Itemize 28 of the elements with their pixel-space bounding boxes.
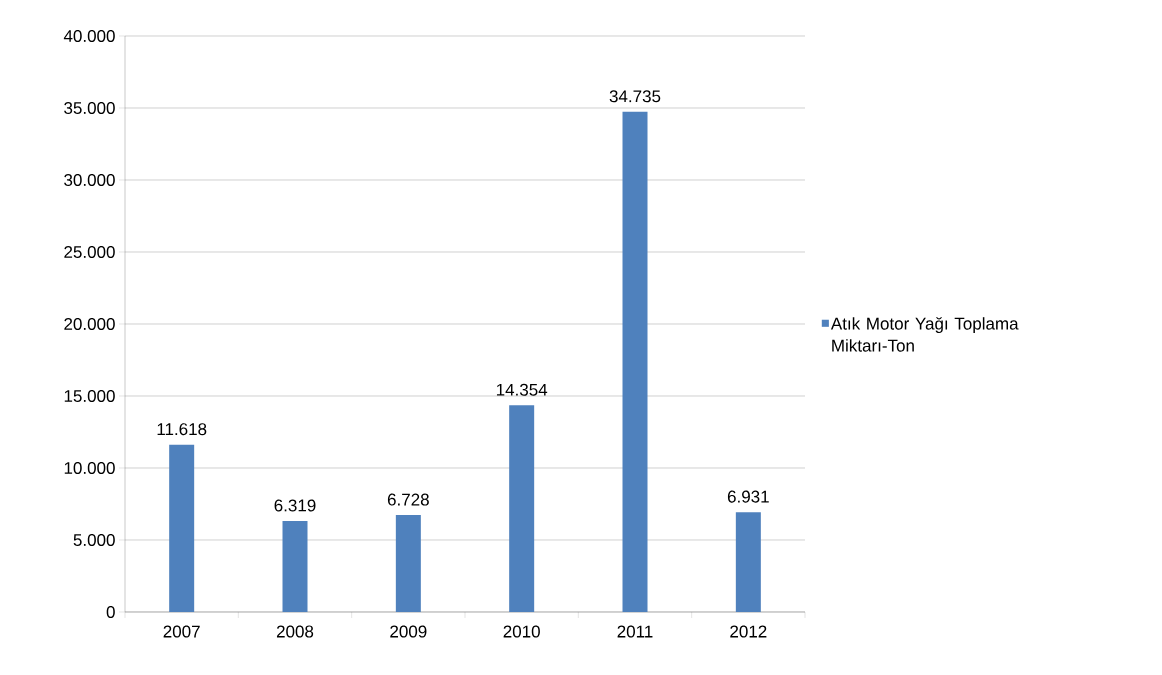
x-tick-label: 2012	[730, 625, 767, 638]
data-label: 11.618	[157, 423, 207, 436]
bar	[169, 444, 195, 612]
bar	[735, 512, 761, 612]
bar	[622, 111, 648, 612]
y-tick-label: 30.000	[64, 173, 115, 187]
y-tick-label: 20.000	[64, 317, 115, 331]
y-tick-label: 10.000	[64, 461, 115, 475]
data-label: 6.319	[274, 499, 316, 512]
y-tick-label: 15.000	[64, 389, 115, 403]
x-tick-label: 2008	[276, 625, 314, 638]
data-label: 34.735	[609, 90, 661, 103]
x-tick-label: 2011	[617, 625, 653, 638]
bar	[282, 520, 308, 612]
y-tick-label: 0	[106, 605, 115, 619]
y-tick-label: 40.000	[63, 29, 115, 43]
x-tick-label: 2007	[163, 625, 200, 638]
y-tick-label: 5.000	[73, 533, 115, 547]
y-tick-label: 25.000	[64, 245, 115, 259]
x-tick-label: 2009	[390, 625, 427, 638]
data-label: 6.728	[387, 493, 429, 506]
x-tick-label: 2010	[503, 625, 540, 638]
bar	[395, 515, 421, 612]
bar	[509, 405, 535, 612]
data-label: 14.354	[496, 383, 548, 396]
y-tick-label: 35.000	[64, 101, 115, 115]
legend-label: Atık Motor Yağı Toplama Miktarı-Ton	[830, 316, 1019, 352]
data-label: 6.931	[727, 490, 769, 503]
